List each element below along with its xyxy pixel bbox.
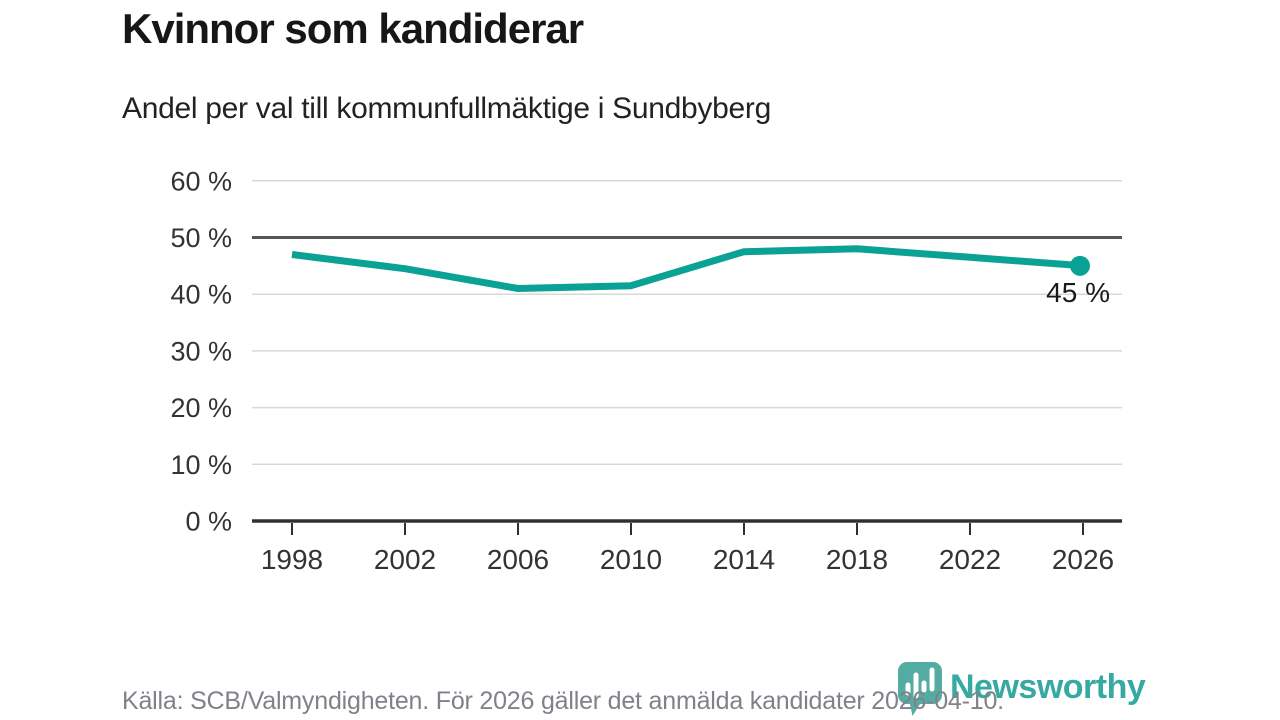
x-axis-label: 2022 — [939, 544, 1001, 575]
y-axis-label: 10 % — [170, 450, 232, 480]
x-axis-label: 2014 — [713, 544, 775, 575]
y-axis-label: 60 % — [170, 166, 232, 196]
y-axis-label: 20 % — [170, 393, 232, 423]
x-axis-label: 2026 — [1052, 544, 1114, 575]
source-note: Källa: SCB/Valmyndigheten. För 2026 gäll… — [122, 687, 1004, 715]
y-axis-label: 40 % — [170, 280, 232, 310]
y-axis-label: 30 % — [170, 336, 232, 366]
y-axis-label: 50 % — [170, 223, 232, 253]
chart-subtitle: Andel per val till kommunfullmäktige i S… — [122, 92, 771, 125]
x-axis-label: 1998 — [261, 544, 323, 575]
newsworthy-bar-chart-bubble-icon — [898, 662, 942, 716]
line-chart: 0 % 10 % 20 % 30 % 40 % 50 % 60 % 1998 2002 2006 2… — [170, 166, 1122, 575]
y-axis-label: 0 % — [185, 507, 232, 537]
end-point-value-label: 45 % — [1046, 277, 1110, 308]
x-axis-label: 2002 — [374, 544, 436, 575]
data-line — [291, 245, 1084, 292]
x-axis-label: 2018 — [826, 544, 888, 575]
x-axis-label: 2010 — [600, 544, 662, 575]
x-axis-label: 2006 — [487, 544, 549, 575]
newsworthy-wordmark: Newsworthy — [950, 668, 1146, 706]
end-point-dot — [1070, 255, 1090, 276]
newsworthy-logo: Newsworthy — [897, 662, 1146, 716]
chart-title: Kvinnor som kandiderar — [122, 5, 584, 52]
